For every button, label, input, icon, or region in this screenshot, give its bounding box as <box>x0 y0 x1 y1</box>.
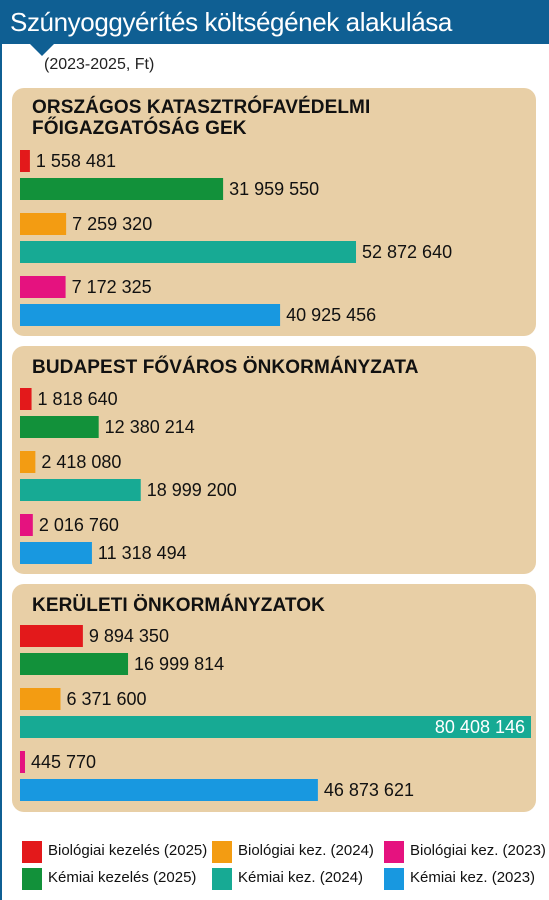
legend-label-bio2023: Biológiai kez. (2023) <box>410 842 546 859</box>
bar-label-kem2025-group-2: 16 999 814 <box>134 654 224 674</box>
bar-kem2024-group-2 <box>20 716 531 738</box>
bar-kem2025-group-1 <box>20 416 99 438</box>
bar-bio2025-group-1 <box>20 388 32 410</box>
legend-label-kem2025: Kémiai kezelés (2025) <box>48 869 197 886</box>
legend-swatch-kem2024 <box>212 868 232 890</box>
bar-label-kem2024-group-2: 80 408 146 <box>435 717 525 737</box>
legend-label-bio2024: Biológiai kez. (2024) <box>238 842 374 859</box>
header-notch <box>30 44 54 56</box>
legend-label-kem2023: Kémiai kez. (2023) <box>410 869 536 886</box>
bar-kem2023-group-2 <box>20 779 318 801</box>
bar-label-kem2025-group-1: 12 380 214 <box>105 417 195 437</box>
panel-okf-gek: ORSZÁGOS KATASZTRÓFAVÉDELMI FŐIGAZGATÓSÁ… <box>12 88 536 336</box>
bar-label-kem2023-group-0: 40 925 456 <box>286 305 376 325</box>
bar-label-bio2023-group-0: 7 172 325 <box>72 277 152 297</box>
panel-budapest: BUDAPEST FŐVÁROS ÖNKORMÁNYZATA <box>12 346 536 574</box>
bar-label-kem2023-group-1: 11 318 494 <box>98 543 187 563</box>
bar-label-bio2024-group-2: 6 371 600 <box>66 689 146 709</box>
legend-swatch-kem2025 <box>22 868 42 890</box>
bar-label-kem2025-group-0: 31 959 550 <box>229 179 319 199</box>
legend-label-bio2025: Biológiai kezelés (2025) <box>48 842 208 859</box>
bar-bio2025-group-2 <box>20 625 83 647</box>
bar-label-bio2024-group-1: 2 418 080 <box>41 452 121 472</box>
chart-subtitle: (2023-2025, Ft) <box>44 56 155 73</box>
panel-title-okf-gek-line1: ORSZÁGOS KATASZTRÓFAVÉDELMI <box>32 97 371 118</box>
bar-label-bio2023-group-2: 445 770 <box>31 752 96 772</box>
bar-kem2024-group-0 <box>20 241 357 263</box>
bar-label-bio2025-group-0: 1 558 481 <box>36 151 116 171</box>
bar-kem2025-group-0 <box>20 178 224 200</box>
chart-title: Szúnyoggyérítés költségének alakulása <box>10 7 452 37</box>
bar-bio2023-group-2 <box>20 751 25 773</box>
panel-keruleti: KERÜLETI ÖNKORMÁNYZATOK <box>12 584 536 812</box>
legend-swatch-bio2024 <box>212 841 232 863</box>
bar-label-bio2024-group-0: 7 259 320 <box>72 214 152 234</box>
bar-label-bio2023-group-1: 2 016 760 <box>39 515 119 535</box>
panel-title-okf-gek-line2: FŐIGAZGATÓSÁG GEK <box>32 118 247 139</box>
bar-label-kem2024-group-1: 18 999 200 <box>147 480 237 500</box>
left-border-line <box>0 44 2 900</box>
header-bar: Szúnyoggyérítés költségének alakulása <box>0 0 549 44</box>
bar-kem2024-group-1 <box>20 479 141 501</box>
bar-kem2025-group-2 <box>20 653 129 675</box>
bar-bio2023-group-1 <box>20 514 33 536</box>
panel-title-keruleti: KERÜLETI ÖNKORMÁNYZATOK <box>32 595 325 616</box>
bar-label-bio2025-group-1: 1 818 640 <box>38 389 118 409</box>
bar-label-kem2024-group-0: 52 872 640 <box>362 242 452 262</box>
bar-bio2025-group-0 <box>20 150 30 172</box>
legend-swatch-kem2023 <box>384 868 404 890</box>
bar-bio2024-group-2 <box>20 688 61 710</box>
bar-label-bio2025-group-2: 9 894 350 <box>89 626 169 646</box>
bar-kem2023-group-0 <box>20 304 281 326</box>
panel-title-budapest: BUDAPEST FŐVÁROS ÖNKORMÁNYZATA <box>32 357 419 378</box>
bar-bio2024-group-0 <box>20 213 67 235</box>
bar-label-kem2023-group-2: 46 873 621 <box>324 780 414 800</box>
bar-bio2023-group-0 <box>20 276 66 298</box>
legend-swatch-bio2025 <box>22 841 42 863</box>
bar-bio2024-group-1 <box>20 451 36 473</box>
legend-label-kem2024: Kémiai kez. (2024) <box>238 869 364 886</box>
legend-swatch-bio2023 <box>384 841 404 863</box>
bar-kem2023-group-1 <box>20 542 92 564</box>
